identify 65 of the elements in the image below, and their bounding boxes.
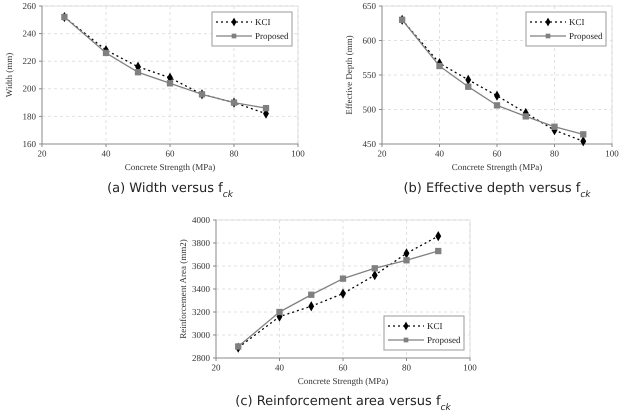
y-tick-label: 3400 xyxy=(192,284,210,294)
text: (c) Reinforcement area versus f$_{ck}$ xyxy=(235,394,452,412)
y-tick-label: 260 xyxy=(22,0,36,11)
point xyxy=(372,265,378,272)
point xyxy=(235,343,242,350)
y-axis-title: Effective Depth (mm) xyxy=(344,35,354,115)
point xyxy=(435,248,442,254)
point xyxy=(494,102,500,109)
x-tick-label: 60 xyxy=(166,148,175,158)
x-tick-label: 40 xyxy=(275,362,284,372)
text: (a) Width versus f$_{ck}$ xyxy=(107,181,234,200)
y-tick-label: 3200 xyxy=(192,306,210,317)
point xyxy=(465,84,472,90)
point xyxy=(340,275,346,282)
x-tick-label: 100 xyxy=(463,362,478,372)
legend-label: KCI xyxy=(255,17,270,27)
x-axis-title: Concrete Strength (MPa) xyxy=(298,376,388,386)
legend-label: Proposed xyxy=(569,31,603,41)
y-tick-label: 200 xyxy=(22,84,36,94)
legend-label: Proposed xyxy=(255,31,289,41)
x-tick-label: 20 xyxy=(378,148,387,158)
y-tick-label: 240 xyxy=(22,28,36,38)
point xyxy=(102,50,110,56)
point xyxy=(308,292,314,298)
y-tick-label: 2800 xyxy=(192,352,210,363)
y-axis-title: Width (mm) xyxy=(4,52,14,98)
y-tick-label: 550 xyxy=(362,70,376,80)
y-tick-label: 500 xyxy=(362,104,376,114)
x-tick-label: 80 xyxy=(550,148,560,158)
x-tick-label: 100 xyxy=(291,148,306,158)
y-tick-label: 650 xyxy=(362,0,376,11)
y-tick-label: 3800 xyxy=(192,238,210,248)
x-tick-label: 80 xyxy=(402,362,412,372)
y-tick-label: 160 xyxy=(22,138,36,149)
y-tick-label: 450 xyxy=(362,138,376,149)
y-tick-label: 180 xyxy=(22,111,36,122)
point xyxy=(551,124,558,130)
point xyxy=(166,80,174,86)
text: (b) Effective depth versus f$_{ck}$ xyxy=(403,181,592,200)
x-tick-label: 60 xyxy=(492,148,502,158)
legend-label: Proposed xyxy=(427,335,461,345)
y-tick-label: 600 xyxy=(362,35,376,46)
point xyxy=(276,308,283,316)
y-tick-label: 3600 xyxy=(192,260,210,271)
y-axis-title: Reinforcement Area (mm2) xyxy=(178,239,188,339)
y-tick-label: 4000 xyxy=(192,214,210,225)
x-axis-title: Concrete Strength (MPa) xyxy=(452,162,542,172)
x-tick-label: 20 xyxy=(38,148,47,158)
point xyxy=(580,131,586,138)
point xyxy=(522,113,529,120)
point xyxy=(134,69,142,76)
y-tick-label: 220 xyxy=(22,56,36,66)
x-tick-label: 100 xyxy=(605,148,620,158)
legend-label: KCI xyxy=(569,17,584,27)
x-axis-title: Concrete Strength (MPa) xyxy=(124,162,216,172)
x-tick-label: 20 xyxy=(212,362,221,372)
x-tick-label: 80 xyxy=(230,148,239,158)
x-tick-label: 40 xyxy=(435,148,444,158)
x-tick-label: 60 xyxy=(338,362,348,372)
point xyxy=(403,257,410,264)
x-tick-label: 40 xyxy=(102,148,111,158)
point xyxy=(262,104,270,112)
legend-label: KCI xyxy=(427,321,442,331)
y-tick-label: 3000 xyxy=(192,330,210,340)
point xyxy=(436,62,443,70)
